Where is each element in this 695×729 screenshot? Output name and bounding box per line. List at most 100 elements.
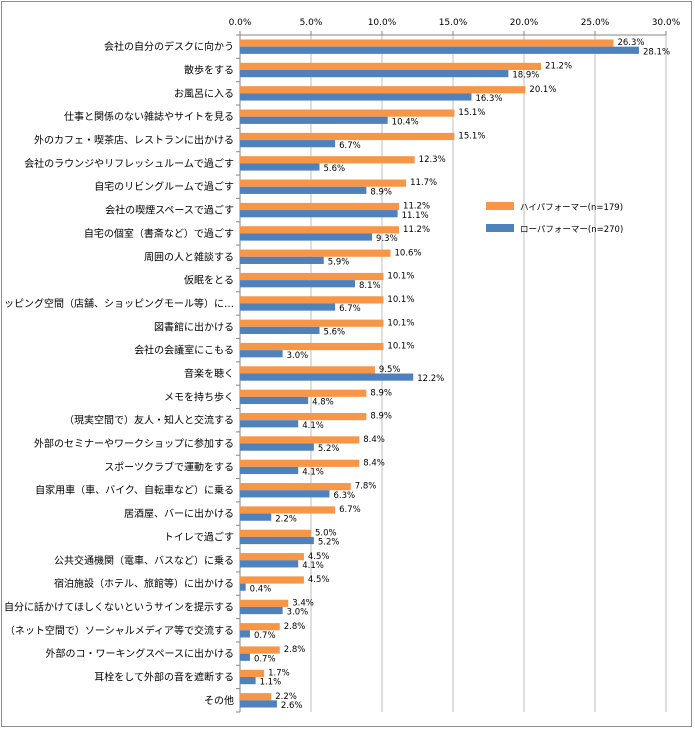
bar-high-performer — [240, 156, 415, 164]
category-label: 外部のコ・ワーキングスペースに出かける — [46, 647, 235, 660]
data-label: 11.7% — [410, 178, 437, 188]
bar-low-performer — [240, 350, 283, 358]
bar-low-performer — [240, 326, 320, 335]
data-label: 6.7% — [339, 304, 361, 314]
category-label: 会社の喫煙スペースで過ごす — [105, 204, 234, 217]
data-label: 4.5% — [308, 575, 330, 585]
bar-low-performer — [240, 536, 314, 545]
bar-low-performer — [240, 303, 336, 311]
bar-low-performer — [240, 490, 330, 498]
bar-high-performer — [240, 249, 391, 257]
bar-high-performer — [240, 576, 304, 584]
data-label: 12.2% — [417, 374, 444, 384]
bar-high-performer — [240, 202, 400, 211]
category-label: 自宅の個室（書斎など）で過ごす — [84, 227, 234, 240]
category-label: 音楽を聴く — [184, 367, 234, 380]
category-label: 外部のセミナーやワークショップに参加する — [34, 437, 234, 450]
bar-low-performer — [240, 46, 640, 54]
category-label: ショッピング空間（店舗、ショッピングモール等）に… — [2, 297, 234, 310]
bar-low-performer — [240, 396, 309, 405]
bar-high-performer — [240, 483, 351, 491]
data-label: 8.9% — [370, 412, 392, 422]
data-label: 28.1% — [643, 47, 670, 57]
data-label: 2.8% — [284, 622, 306, 632]
category-label: 耳栓をして外部の音を遮断する — [94, 670, 234, 683]
bar-high-performer — [240, 669, 265, 677]
legend-label: ローパフォーマー(n=270) — [520, 225, 623, 235]
data-label: 11.2% — [403, 225, 430, 235]
data-label: 18.9% — [512, 71, 539, 81]
bar-low-performer — [240, 116, 388, 124]
data-label: 4.1% — [302, 561, 324, 571]
data-label: 8.4% — [363, 435, 385, 445]
data-label: 0.7% — [254, 631, 276, 641]
data-label: 20.1% — [529, 85, 556, 95]
bar-low-performer — [240, 700, 277, 708]
bar-high-performer — [240, 529, 311, 537]
data-label: 21.2% — [545, 62, 572, 72]
data-label: 5.2% — [318, 538, 340, 548]
data-label: 6.7% — [339, 505, 361, 515]
category-label: 自分に話かけてほしくないというサインを提示する — [4, 600, 234, 613]
bar-high-performer — [240, 623, 280, 631]
bar-low-performer — [240, 560, 299, 568]
bar-high-performer — [240, 319, 384, 327]
data-label: 26.3% — [617, 38, 644, 48]
bar-low-performer — [240, 140, 336, 148]
bar-low-performer — [240, 676, 256, 685]
bar-high-performer — [240, 86, 526, 94]
data-label: 10.1% — [387, 342, 414, 352]
category-label: メモを持ち歩く — [164, 390, 234, 403]
data-label: 12.3% — [419, 155, 446, 165]
x-tick-label: 5.0% — [300, 18, 323, 28]
data-label: 8.9% — [370, 187, 392, 197]
bar-low-performer — [240, 93, 472, 101]
data-label: 10.1% — [387, 272, 414, 282]
bar-low-performer — [240, 583, 246, 591]
bar-low-performer — [240, 186, 367, 194]
data-label: 5.6% — [324, 328, 346, 338]
data-label: 11.1% — [402, 211, 429, 221]
data-label: 9.3% — [376, 234, 398, 244]
bar-high-performer — [240, 553, 304, 561]
bar-high-performer — [240, 62, 542, 71]
category-label: 公共交通機関（電車、バスなど）に乗る — [54, 554, 234, 567]
category-label: 宿泊施設（ホテル、旅館等）に出かける — [54, 577, 234, 590]
bar-high-performer — [240, 693, 272, 701]
data-label: 8.4% — [363, 458, 385, 468]
data-label: 5.9% — [328, 257, 350, 267]
x-tick-label: 0.0% — [229, 18, 252, 28]
category-label: 図書館に出かける — [154, 320, 234, 333]
bar-high-performer — [240, 342, 384, 351]
data-label: 8.9% — [370, 388, 392, 398]
x-tick-label: 20.0% — [510, 18, 539, 28]
legend-label: ハイパフォーマー(n=179) — [520, 203, 623, 213]
bar-high-performer — [240, 366, 375, 374]
bar-high-performer — [240, 226, 400, 234]
category-label: （現実空間で）友人・知人と交流する — [64, 414, 234, 427]
category-label: 外のカフェ・喫茶店、レストランに出かける — [34, 134, 234, 147]
bar-high-performer — [240, 39, 614, 47]
data-label: 3.4% — [292, 598, 314, 608]
category-label: スポーツクラブで運動をする — [104, 460, 234, 473]
data-label: 5.6% — [324, 164, 346, 174]
data-label: 11.2% — [403, 202, 430, 212]
data-label: 6.7% — [339, 141, 361, 151]
bar-high-performer — [240, 506, 336, 514]
data-label: 10.1% — [387, 295, 414, 305]
category-label: その他 — [204, 694, 234, 707]
bar-low-performer — [240, 420, 299, 428]
bar-low-performer — [240, 513, 272, 521]
data-label: 2.8% — [284, 645, 306, 655]
bar-low-performer — [240, 443, 314, 451]
category-label: 仕事と関係のない雑誌やサイトを見る — [64, 110, 234, 123]
bar-high-performer — [240, 109, 455, 117]
category-label: 会社の会議室にこもる — [134, 344, 234, 357]
bar-low-performer — [240, 630, 250, 638]
bar-high-performer — [240, 132, 455, 141]
bar-high-performer — [240, 436, 360, 444]
category-label: 会社の自分のデスクに向かう — [104, 40, 234, 53]
data-label: 1.1% — [260, 678, 282, 688]
data-label: 4.1% — [302, 468, 324, 478]
